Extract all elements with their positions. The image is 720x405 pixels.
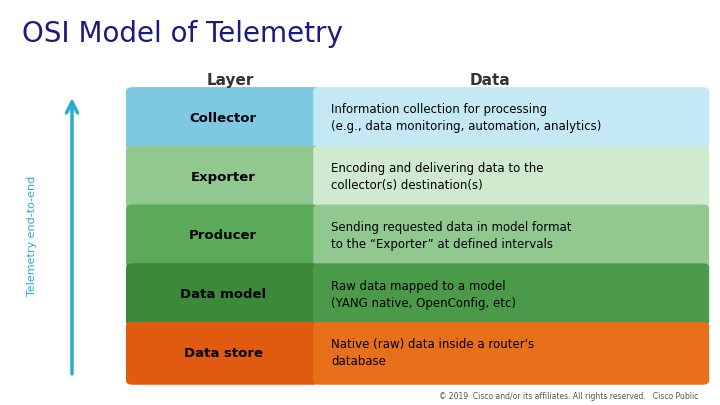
FancyBboxPatch shape [313, 205, 709, 267]
Text: Collector: Collector [189, 112, 257, 125]
Text: Exporter: Exporter [191, 171, 256, 184]
Text: Layer: Layer [207, 73, 254, 88]
Text: Data store: Data store [184, 347, 263, 360]
Text: Telemetry end-to-end: Telemetry end-to-end [27, 176, 37, 296]
Text: Information collection for processing
(e.g., data monitoring, automation, analyt: Information collection for processing (e… [331, 103, 602, 134]
Text: Native (raw) data inside a router's
database: Native (raw) data inside a router's data… [331, 338, 534, 369]
FancyBboxPatch shape [126, 322, 320, 385]
FancyBboxPatch shape [126, 87, 320, 150]
FancyBboxPatch shape [126, 146, 320, 209]
Text: Sending requested data in model format
to the “Exporter” at defined intervals: Sending requested data in model format t… [331, 221, 572, 251]
FancyBboxPatch shape [313, 263, 709, 326]
FancyBboxPatch shape [313, 87, 709, 150]
FancyBboxPatch shape [126, 205, 320, 267]
Text: Data: Data [469, 73, 510, 88]
FancyBboxPatch shape [313, 322, 709, 385]
FancyBboxPatch shape [126, 263, 320, 326]
Text: © 2019  Cisco and/or its affiliates. All rights reserved.   Cisco Public: © 2019 Cisco and/or its affiliates. All … [439, 392, 698, 401]
Text: Data model: Data model [180, 288, 266, 301]
Text: Encoding and delivering data to the
collector(s) destination(s): Encoding and delivering data to the coll… [331, 162, 544, 192]
Text: Raw data mapped to a model
(YANG native, OpenConfig, etc): Raw data mapped to a model (YANG native,… [331, 279, 516, 310]
FancyBboxPatch shape [313, 146, 709, 209]
Text: OSI Model of Telemetry: OSI Model of Telemetry [22, 20, 343, 48]
Text: Producer: Producer [189, 229, 257, 243]
